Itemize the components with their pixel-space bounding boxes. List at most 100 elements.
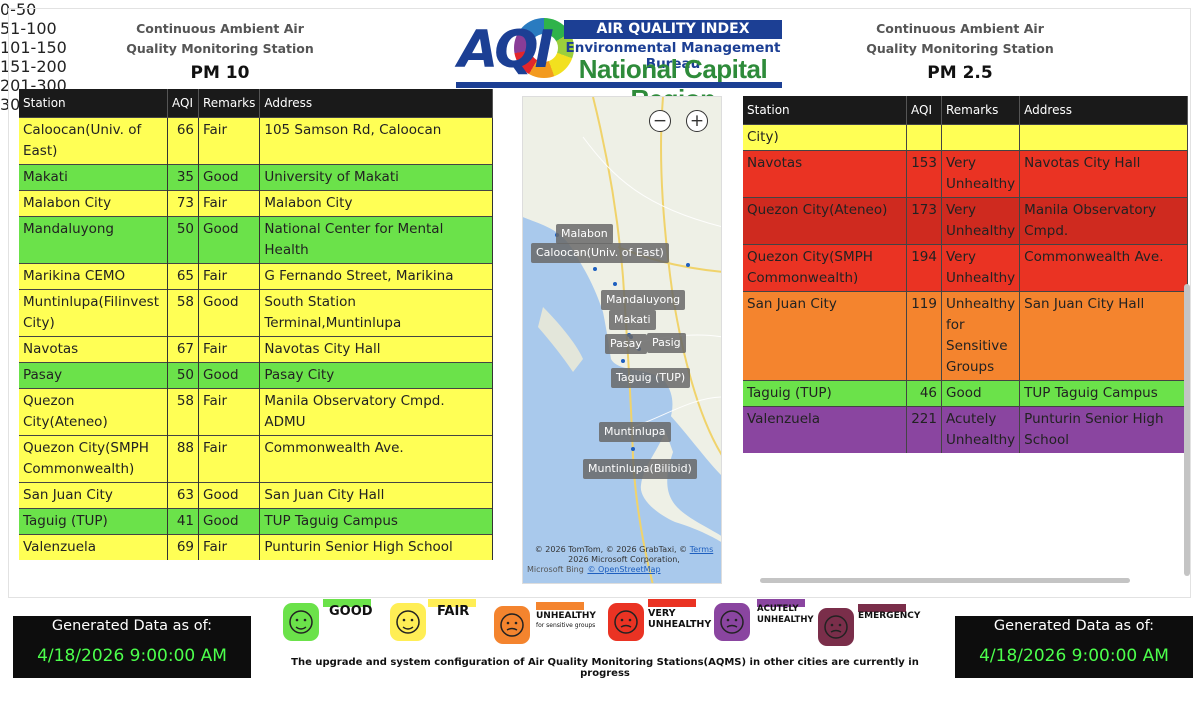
table-row[interactable]: Taguig (TUP) 46 Good TUP Taguig Campus	[743, 380, 1188, 407]
station-dot-valenzuela[interactable]	[686, 263, 690, 267]
aqi-cell: 119	[906, 291, 942, 381]
table-row[interactable]: Quezon City(Ateneo) 173 Very Unhealthy Mani…	[743, 197, 1188, 245]
zoom-out-button[interactable]: −	[649, 110, 671, 132]
logo-acronym: AQI	[458, 20, 554, 80]
attribution-line1: © 2026 TomTom, © 2026 GrabTaxi, ©	[534, 545, 688, 554]
station-cell: Muntinlupa(Filinvest City)	[19, 289, 168, 337]
vertical-scrollbar[interactable]	[1184, 284, 1190, 576]
map-label-pasay[interactable]: Pasay	[605, 334, 647, 354]
address-cell: National Center for Mental Health	[259, 216, 493, 264]
remarks-cell: Good	[198, 482, 261, 509]
logo-color-wheel-icon	[514, 18, 574, 78]
col-aqi[interactable]: AQI	[906, 96, 942, 125]
osm-link[interactable]: © OpenStreetMap	[587, 565, 661, 574]
table-row[interactable]: Pasay 50 Good Pasay City	[19, 362, 493, 389]
station-map[interactable]: − + Malabon Caloocan(Univ. of East) Mand…	[522, 96, 722, 584]
aqi-logo: AQI AIR QUALITY INDEX Environmental Mana…	[456, 18, 782, 114]
legend-range: 101-150	[0, 38, 67, 57]
station-cell: San Juan City	[19, 482, 168, 509]
address-cell: Commonwealth Ave.	[1019, 244, 1188, 292]
legend-label: FAIR	[437, 604, 470, 619]
aqi-cell: 58	[167, 289, 199, 337]
aqi-cell: 46	[906, 380, 942, 407]
aqi-cell: 63	[167, 482, 199, 509]
aqi-cell: 35	[167, 164, 199, 191]
remarks-cell: Good	[198, 216, 261, 264]
map-label-muntinlupa-bilibid[interactable]: Muntinlupa(Bilibid)	[583, 459, 697, 479]
remarks-cell: Good	[941, 380, 1021, 407]
remarks-cell: Fair	[198, 263, 261, 290]
legend-color-bar	[536, 602, 584, 610]
horizontal-scrollbar[interactable]	[760, 578, 1130, 583]
pm25-table-body: City) Navotas 153 Very Unhealthy Navotas Cit…	[743, 124, 1188, 453]
aqi-cell: 58	[167, 388, 199, 436]
station-cell: San Juan City	[743, 291, 907, 381]
table-row[interactable]: Navotas 67 Fair Navotas City Hall	[19, 336, 493, 363]
face-icon	[390, 603, 426, 641]
remarks-cell: Very Unhealthy	[941, 150, 1021, 198]
table-row[interactable]: San Juan City 119 Unhealthy for Sensitive …	[743, 291, 1188, 381]
table-row[interactable]: Muntinlupa(Filinvest City) 58 Good South St…	[19, 289, 493, 337]
map-label-pasig[interactable]: Pasig	[647, 333, 686, 353]
pm25-title: PM 2.5	[927, 63, 993, 83]
zoom-in-button[interactable]: +	[686, 110, 708, 132]
station-cell: Valenzuela	[19, 534, 168, 560]
map-label-mandaluyong[interactable]: Mandaluyong	[601, 290, 686, 310]
footer-note: The upgrade and system configuration of …	[291, 657, 919, 679]
table-row[interactable]: Mandaluyong 50 Good National Center for Men…	[19, 216, 493, 264]
address-cell: San Juan City Hall	[259, 482, 493, 509]
table-row[interactable]: City)	[743, 124, 1188, 151]
face-icon	[283, 603, 319, 641]
col-station[interactable]: Station	[743, 96, 907, 125]
generated-box-left: Generated Data as of: 4/18/2026 9:00:00 …	[13, 616, 251, 678]
remarks-cell: Fair	[198, 388, 261, 436]
station-cell: Quezon City(Ateneo)	[743, 197, 907, 245]
table-row[interactable]: Quezon City(SMPH Commonwealth) 88 Fair Comm…	[19, 435, 493, 483]
terms-link[interactable]: Terms	[689, 545, 714, 554]
table-row[interactable]: Caloocan(Univ. of East) 66 Fair 105 Samson …	[19, 117, 493, 165]
aqi-cell: 221	[906, 406, 942, 453]
address-cell: Malabon City	[259, 190, 493, 217]
pm10-station-title: Continuous Ambient Air Quality Monitorin…	[126, 21, 314, 56]
station-dot-caloocan[interactable]	[593, 267, 597, 271]
remarks-cell: Good	[198, 164, 261, 191]
legend-label: EMERGENCY	[858, 611, 921, 621]
map-label-taguig[interactable]: Taguig (TUP)	[611, 368, 691, 388]
table-row[interactable]: Quezon City(SMPH Commonwealth) 194 Very Un…	[743, 244, 1188, 292]
generated-label: Generated Data as of:	[993, 618, 1155, 634]
station-dot-muntinlupa[interactable]	[631, 447, 635, 451]
map-label-caloocan[interactable]: Caloocan(Univ. of East)	[531, 243, 669, 263]
aqi-cell: 50	[167, 362, 199, 389]
station-dot-pasay[interactable]	[621, 359, 625, 363]
col-remarks[interactable]: Remarks	[941, 96, 1021, 125]
station-cell: Caloocan(Univ. of East)	[19, 117, 168, 165]
table-row[interactable]: Malabon City 73 Fair Malabon City	[19, 190, 493, 217]
col-remarks[interactable]: Remarks	[198, 89, 261, 118]
pm25-table-viewport[interactable]: Station AQI Remarks Address City) Navotas…	[743, 96, 1188, 576]
station-dot-qc[interactable]	[613, 282, 617, 286]
table-row[interactable]: Valenzuela 69 Fair Punturin Senior High Sch…	[19, 534, 493, 560]
remarks-cell: Good	[198, 289, 261, 337]
logo-line1: AIR QUALITY INDEX	[564, 20, 782, 39]
table-row[interactable]: Taguig (TUP) 41 Good TUP Taguig Campus	[19, 508, 493, 535]
aqi-cell: 41	[167, 508, 199, 535]
aqi-cell: 67	[167, 336, 199, 363]
table-row[interactable]: San Juan City 63 Good San Juan City Hall	[19, 482, 493, 509]
map-label-makati[interactable]: Makati	[609, 310, 656, 330]
table-row[interactable]: Makati 35 Good University of Makati	[19, 164, 493, 191]
address-cell: 105 Samson Rd, Caloocan	[259, 117, 493, 165]
table-row[interactable]: Marikina CEMO 65 Fair G Fernando Street, Ma…	[19, 263, 493, 290]
map-label-malabon[interactable]: Malabon	[556, 224, 613, 244]
table-row[interactable]: Quezon City(Ateneo) 58 Fair Manila Observat…	[19, 388, 493, 436]
col-address[interactable]: Address	[1019, 96, 1188, 125]
aqi-legend: GOOD 0-50 FAIR 51-100 UNHEALTHY for sensitive…	[0, 0, 1199, 646]
col-station[interactable]: Station	[19, 89, 168, 118]
pm10-header: Continuous Ambient Air Quality Monitorin…	[110, 19, 330, 83]
aqi-cell: 194	[906, 244, 942, 292]
col-aqi[interactable]: AQI	[167, 89, 199, 118]
aqi-cell: 50	[167, 216, 199, 264]
table-row[interactable]: Navotas 153 Very Unhealthy Navotas City Hal…	[743, 150, 1188, 198]
table-row[interactable]: Valenzuela 221 Acutely Unhealthy Punturin S…	[743, 406, 1188, 453]
map-label-muntinlupa[interactable]: Muntinlupa	[599, 422, 671, 442]
col-address[interactable]: Address	[259, 89, 493, 118]
